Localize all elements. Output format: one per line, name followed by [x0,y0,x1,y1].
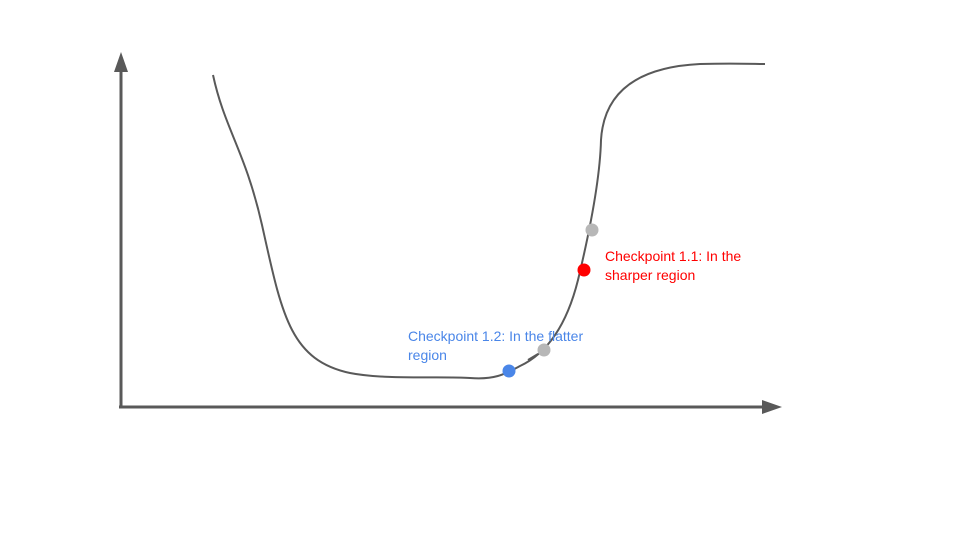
x-axis-arrowhead [762,400,782,414]
checkpoint-1-2-label: Checkpoint 1.2: In the flatter region [408,327,583,365]
neighbor-point-upper [585,223,599,237]
y-axis-arrowhead [114,52,128,72]
checkpoint-1-2-point [502,364,516,378]
loss-curve [212,62,766,380]
checkpoint-1-1-point [577,263,591,277]
checkpoint-1-1-label: Checkpoint 1.1: In the sharper region [605,247,741,285]
neighbor-point-lower [537,343,551,357]
checkpoint-1-2-label-line1: Checkpoint 1.2: In the flatter [408,328,584,344]
checkpoint-1-2-label-line2: region [408,347,447,363]
checkpoint-1-1-label-line2: sharper region [605,267,696,283]
gradient-arrow [527,353,539,361]
checkpoint-1-1-label-line1: Checkpoint 1.1: In the [605,248,742,264]
